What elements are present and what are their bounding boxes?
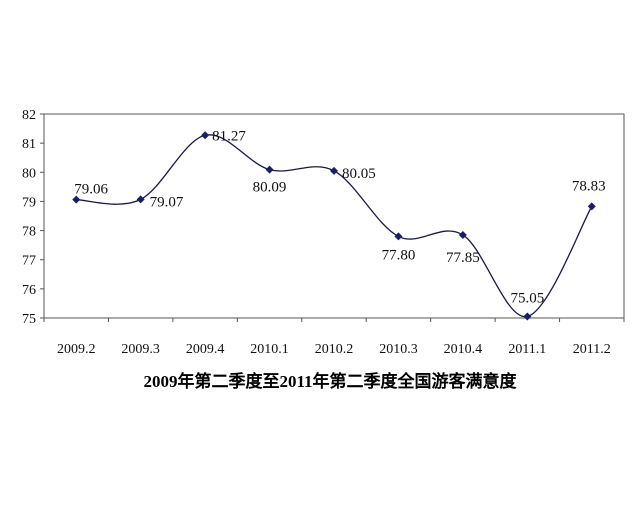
x-tick-label: 2011.2 [573,342,611,357]
data-point [72,195,81,204]
data-point [394,232,403,241]
data-label: 77.85 [446,250,480,266]
data-label: 78.83 [572,178,606,194]
y-tick-label: 81 [22,137,36,152]
data-point [330,166,338,175]
series-markers [72,131,596,321]
data-label: 79.07 [150,194,184,210]
data-label: 81.27 [212,128,246,144]
x-tick-label: 2010.4 [444,342,483,357]
data-point [136,195,145,204]
y-tick-label: 78 [22,225,36,240]
data-point [523,312,532,321]
data-point [587,202,596,211]
y-axis: 75 76 77 78 79 80 81 82 [22,108,44,327]
x-axis: 2009.2 2009.3 2009.4 2010.1 2010.2 2010.3 2010… [43,318,625,357]
y-tick-label: 75 [22,312,36,327]
data-label: 75.05 [510,291,544,307]
data-point [265,165,274,174]
x-tick-label: 2010.2 [315,342,354,357]
data-label: 80.09 [253,180,287,196]
y-tick-label: 79 [22,195,36,210]
data-label: 77.80 [382,247,416,263]
x-tick-label: 2011.1 [508,342,546,357]
chart-title: 2009年第二季度至2011年第二季度全国游客满意度 [143,371,517,391]
data-point [201,131,210,140]
y-tick-label: 82 [22,108,36,123]
series-line [76,134,593,318]
y-tick-label: 80 [22,166,36,181]
x-tick-label: 2010.3 [379,342,418,357]
data-label: 79.06 [74,182,108,198]
x-tick-label: 2009.4 [186,342,225,357]
data-point [458,230,467,239]
data-labels: 79.06 79.07 81.27 80.09 80.05 77.80 77.85 75.05… [74,128,605,306]
data-label: 80.05 [342,166,376,182]
y-tick-label: 77 [22,254,36,269]
x-tick-label: 2009.3 [121,342,160,357]
x-tick-label: 2009.2 [57,342,96,357]
plot-area [43,113,625,319]
x-tick-label: 2010.1 [250,342,289,357]
y-tick-label: 76 [22,283,36,298]
